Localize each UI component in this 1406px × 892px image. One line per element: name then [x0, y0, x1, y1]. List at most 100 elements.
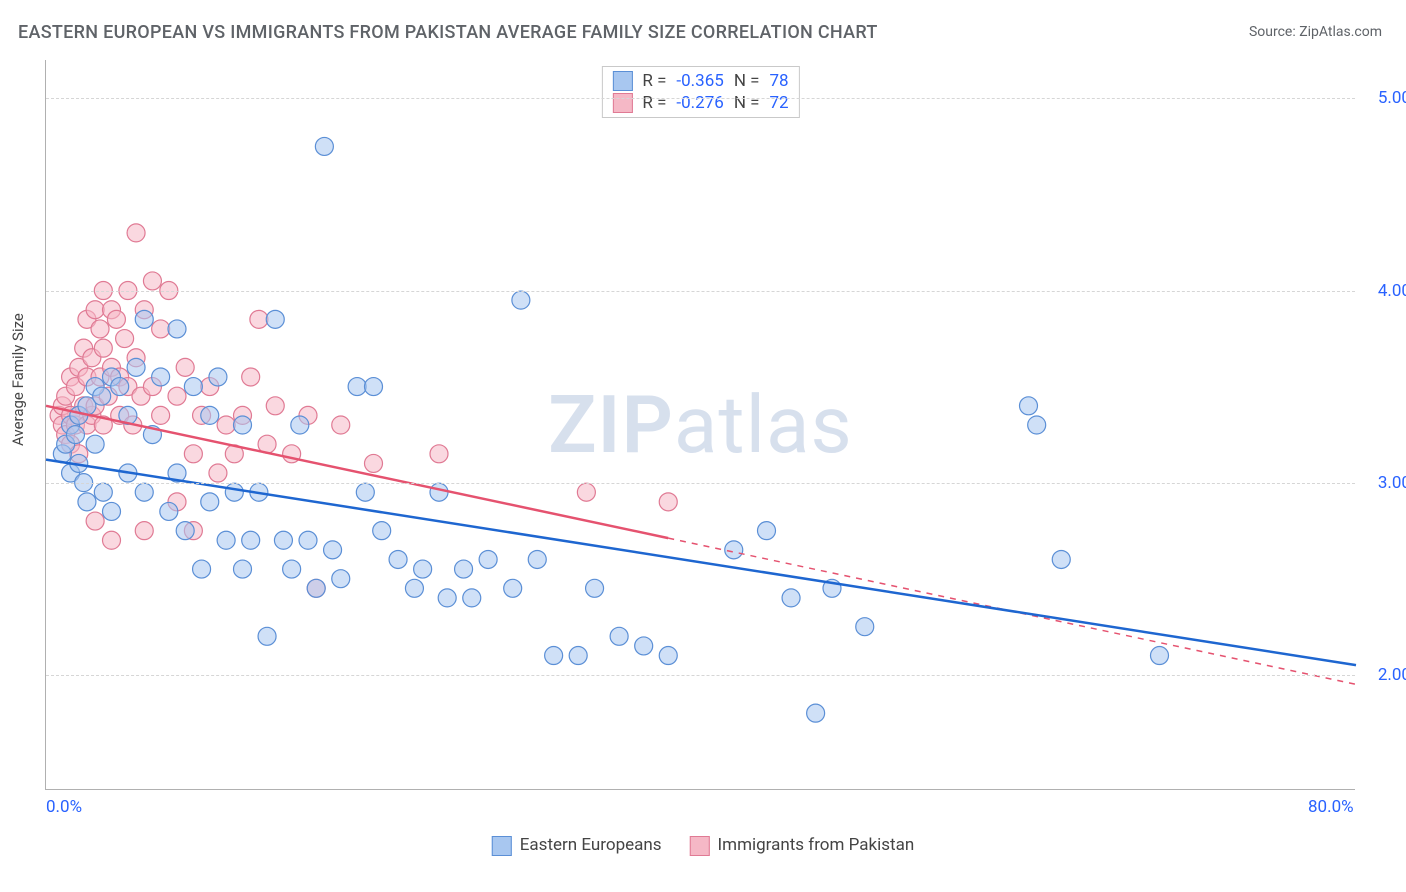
data-point: [86, 301, 104, 319]
gridline: [46, 98, 1355, 99]
data-point: [1020, 397, 1038, 415]
legend-item-1: Immigrants from Pakistan: [690, 835, 915, 856]
data-point: [430, 483, 448, 501]
data-point: [234, 560, 252, 578]
data-point: [610, 627, 628, 645]
data-point: [176, 358, 194, 376]
data-point: [234, 416, 252, 434]
data-point: [545, 647, 563, 665]
data-point: [127, 224, 145, 242]
data-point: [209, 464, 227, 482]
data-point: [725, 541, 743, 559]
y-tick-label: 2.00: [1378, 665, 1406, 685]
data-point: [807, 704, 825, 722]
data-point: [168, 320, 186, 338]
y-tick-label: 4.00: [1378, 281, 1406, 301]
data-point: [160, 502, 178, 520]
data-point: [405, 579, 423, 597]
data-point: [266, 397, 284, 415]
data-point: [414, 560, 432, 578]
data-point: [184, 378, 202, 396]
data-point: [94, 339, 112, 357]
data-point: [152, 368, 170, 386]
data-point: [107, 310, 125, 328]
data-point: [332, 416, 350, 434]
data-point: [135, 483, 153, 501]
data-point: [856, 618, 874, 636]
y-tick-label: 3.00: [1378, 473, 1406, 493]
data-point: [103, 502, 121, 520]
data-point: [365, 454, 383, 472]
data-point: [250, 310, 268, 328]
x-tick-label: 80.0%: [1308, 797, 1354, 817]
data-point: [307, 579, 325, 597]
data-point: [135, 310, 153, 328]
data-point: [1052, 550, 1070, 568]
data-point: [659, 493, 677, 511]
data-point: [528, 550, 546, 568]
data-point: [348, 378, 366, 396]
data-point: [94, 483, 112, 501]
data-point: [193, 560, 211, 578]
data-point: [201, 493, 219, 511]
data-point: [209, 368, 227, 386]
y-axis-label: Average Family Size: [9, 313, 27, 446]
data-point: [635, 637, 653, 655]
plot-area: ZIPatlas R = -0.365 N = 78 R = -0.276 N …: [45, 60, 1355, 790]
data-point: [258, 627, 276, 645]
data-point: [315, 137, 333, 155]
data-point: [504, 579, 522, 597]
data-point: [389, 550, 407, 568]
data-point: [512, 291, 530, 309]
data-point: [365, 378, 383, 396]
legend-swatch-0: [492, 836, 512, 856]
scatter-svg: [46, 60, 1355, 789]
data-point: [111, 378, 129, 396]
data-point: [299, 531, 317, 549]
data-point: [66, 426, 84, 444]
data-point: [217, 416, 235, 434]
data-point: [1151, 647, 1169, 665]
data-point: [332, 570, 350, 588]
data-point: [356, 483, 374, 501]
data-point: [152, 320, 170, 338]
data-point: [324, 541, 342, 559]
chart-title: EASTERN EUROPEAN VS IMMIGRANTS FROM PAKI…: [18, 22, 878, 43]
data-point: [1028, 416, 1046, 434]
bottom-legend: Eastern Europeans Immigrants from Pakist…: [492, 835, 914, 856]
data-point: [479, 550, 497, 568]
data-point: [373, 522, 391, 540]
data-point: [291, 416, 309, 434]
legend-label-0: Eastern Europeans: [520, 835, 662, 855]
data-point: [217, 531, 235, 549]
data-point: [274, 531, 292, 549]
gridline: [46, 291, 1355, 292]
chart-container: EASTERN EUROPEAN VS IMMIGRANTS FROM PAKI…: [0, 0, 1406, 892]
data-point: [127, 358, 145, 376]
gridline: [46, 675, 1355, 676]
data-point: [78, 493, 96, 511]
data-point: [184, 445, 202, 463]
data-point: [168, 387, 186, 405]
data-point: [266, 310, 284, 328]
y-tick-label: 5.00: [1378, 88, 1406, 108]
data-point: [225, 483, 243, 501]
data-point: [201, 406, 219, 424]
data-point: [283, 560, 301, 578]
data-point: [152, 406, 170, 424]
data-point: [242, 531, 260, 549]
data-point: [86, 435, 104, 453]
data-point: [103, 531, 121, 549]
legend-item-0: Eastern Europeans: [492, 835, 662, 856]
data-point: [586, 579, 604, 597]
data-point: [93, 387, 111, 405]
data-point: [782, 589, 800, 607]
data-point: [242, 368, 260, 386]
data-point: [86, 512, 104, 530]
legend-label-1: Immigrants from Pakistan: [718, 835, 915, 855]
data-point: [116, 330, 134, 348]
x-tick-label: 0.0%: [46, 797, 82, 817]
data-point: [463, 589, 481, 607]
data-point: [176, 522, 194, 540]
data-point: [577, 483, 595, 501]
